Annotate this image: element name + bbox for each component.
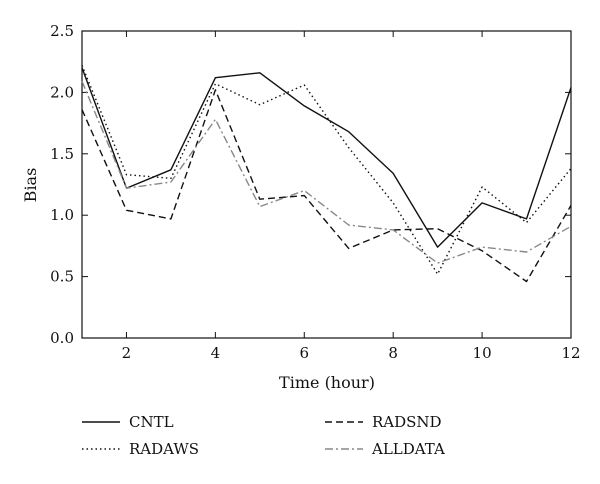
y-axis-label: Bias xyxy=(21,168,40,203)
y-tick-label: 2.5 xyxy=(50,22,74,40)
y-tick-label: 2.0 xyxy=(50,83,74,101)
x-tick-label: 2 xyxy=(122,344,132,362)
y-tick-label: 0.5 xyxy=(50,268,74,286)
x-tick-label: 10 xyxy=(473,344,492,362)
series-lines xyxy=(81,65,572,283)
series-line-cntl xyxy=(81,67,572,248)
x-tick-label: 4 xyxy=(211,344,221,362)
series-line-alldata xyxy=(81,81,572,264)
plot-frame xyxy=(81,30,572,339)
legend-label-radaws: RADAWS xyxy=(129,440,199,458)
legend: CNTL RADSND RADAWS ALLDATA xyxy=(82,413,445,458)
y-tick-label: 1.5 xyxy=(50,145,74,163)
series-line-radsnd xyxy=(81,89,572,283)
legend-label-cntl: CNTL xyxy=(129,413,174,431)
plot-axes xyxy=(81,30,572,339)
x-tick-label: 12 xyxy=(561,344,580,362)
series-line-radaws xyxy=(81,65,572,275)
y-tick-label: 0.0 xyxy=(50,329,74,347)
x-tick-label: 6 xyxy=(299,344,309,362)
y-tick-label: 1.0 xyxy=(50,206,74,224)
legend-label-radsnd: RADSND xyxy=(372,413,442,431)
x-axis-label: Time (hour) xyxy=(279,373,375,392)
x-tick-label: 8 xyxy=(388,344,398,362)
axis-ticks: 2 4 6 8 10 12 0.0 0.5 1.0 1.5 2.0 2.5 xyxy=(50,22,580,362)
legend-label-alldata: ALLDATA xyxy=(371,440,445,458)
